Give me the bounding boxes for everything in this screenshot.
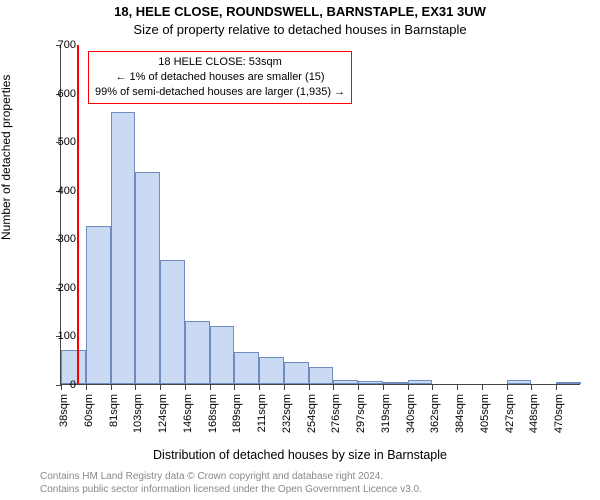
x-tick-label: 254sqm: [306, 394, 318, 433]
histogram-bar: [135, 172, 160, 384]
x-tick-mark: [358, 385, 359, 390]
x-tick-label: 448sqm: [528, 394, 540, 433]
x-tick-mark: [333, 385, 334, 390]
y-tick-label: 100: [40, 330, 76, 342]
y-tick-label: 700: [40, 39, 76, 51]
x-axis-label: Distribution of detached houses by size …: [0, 448, 600, 462]
annotation-line: ← 1% of detached houses are smaller (15): [95, 70, 345, 85]
histogram-bar: [358, 381, 383, 384]
x-tick-label: 427sqm: [504, 394, 516, 433]
x-tick-mark: [432, 385, 433, 390]
x-tick-mark: [531, 385, 532, 390]
x-tick-label: 124sqm: [157, 394, 169, 433]
x-tick-mark: [507, 385, 508, 390]
x-tick-label: 38sqm: [58, 394, 70, 427]
histogram-bar: [284, 362, 309, 384]
y-tick-label: 300: [40, 233, 76, 245]
x-tick-label: 60sqm: [83, 394, 95, 427]
y-tick-label: 500: [40, 136, 76, 148]
histogram-bar: [210, 326, 235, 384]
x-tick-label: 211sqm: [256, 394, 268, 432]
annotation-line: 18 HELE CLOSE: 53sqm: [95, 55, 345, 70]
histogram-bar: [111, 112, 136, 384]
x-tick-mark: [284, 385, 285, 390]
histogram-bar: [259, 357, 284, 384]
x-tick-mark: [111, 385, 112, 390]
x-tick-label: 362sqm: [429, 394, 441, 433]
x-tick-mark: [234, 385, 235, 390]
property-position-line: [77, 45, 79, 384]
x-tick-mark: [408, 385, 409, 390]
x-tick-mark: [185, 385, 186, 390]
histogram-bar: [383, 382, 408, 384]
y-tick-label: 600: [40, 88, 76, 100]
x-tick-mark: [259, 385, 260, 390]
footer-attribution: Contains HM Land Registry data © Crown c…: [40, 471, 600, 496]
x-tick-mark: [556, 385, 557, 390]
x-tick-mark: [383, 385, 384, 390]
histogram-bar: [408, 380, 433, 384]
x-tick-label: 146sqm: [182, 394, 194, 433]
annotation-line: 99% of semi-detached houses are larger (…: [95, 85, 345, 100]
x-tick-label: 470sqm: [553, 394, 565, 433]
histogram-bar: [86, 226, 111, 384]
x-tick-label: 189sqm: [231, 394, 243, 433]
x-tick-mark: [309, 385, 310, 390]
x-tick-label: 319sqm: [380, 394, 392, 433]
x-tick-mark: [482, 385, 483, 390]
annotation-box: 18 HELE CLOSE: 53sqm← 1% of detached hou…: [88, 51, 352, 104]
x-tick-label: 81sqm: [108, 394, 120, 427]
y-axis-label: Number of detached properties: [0, 75, 13, 240]
x-tick-label: 405sqm: [479, 394, 491, 433]
title-sub: Size of property relative to detached ho…: [0, 22, 600, 37]
histogram-bar: [234, 352, 259, 384]
y-tick-label: 200: [40, 282, 76, 294]
x-tick-label: 340sqm: [405, 394, 417, 433]
histogram-bar: [556, 382, 581, 384]
histogram-bar: [185, 321, 210, 384]
y-tick-label: 400: [40, 185, 76, 197]
footer-line-2: Contains public sector information licen…: [40, 484, 600, 497]
x-tick-label: 232sqm: [281, 394, 293, 433]
histogram-bar: [507, 380, 532, 384]
histogram-bar: [160, 260, 185, 384]
x-tick-mark: [210, 385, 211, 390]
histogram-bar: [309, 367, 334, 384]
x-tick-label: 297sqm: [355, 394, 367, 433]
x-tick-label: 384sqm: [454, 394, 466, 433]
histogram-bar: [333, 380, 358, 384]
x-tick-mark: [86, 385, 87, 390]
x-tick-mark: [160, 385, 161, 390]
x-tick-label: 103sqm: [132, 394, 144, 433]
x-tick-mark: [457, 385, 458, 390]
footer-line-1: Contains HM Land Registry data © Crown c…: [40, 471, 600, 484]
x-tick-mark: [135, 385, 136, 390]
y-tick-label: 0: [40, 379, 76, 391]
x-tick-label: 276sqm: [330, 394, 342, 433]
title-main: 18, HELE CLOSE, ROUNDSWELL, BARNSTAPLE, …: [0, 4, 600, 19]
x-tick-label: 168sqm: [207, 394, 219, 433]
